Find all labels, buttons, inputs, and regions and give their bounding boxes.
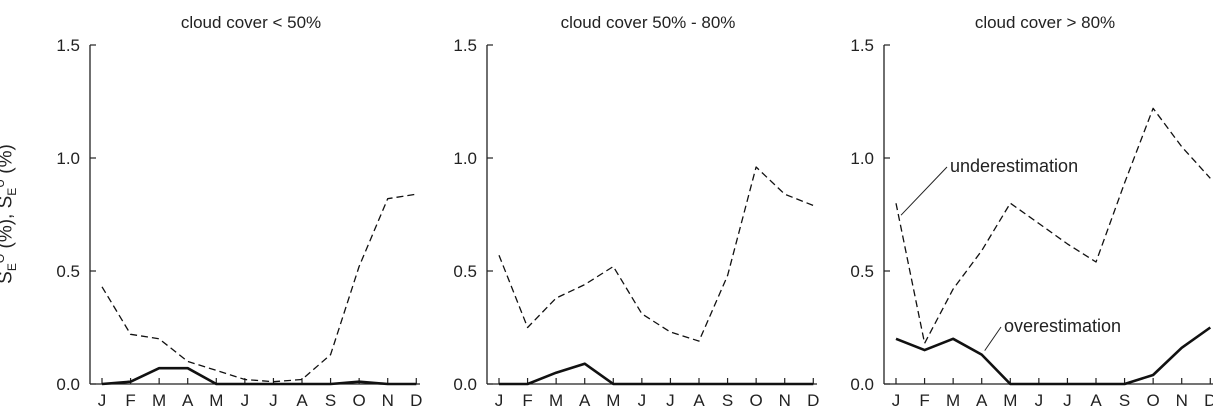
x-tick-label: A (1090, 391, 1102, 410)
y-tick-label: 0.0 (850, 375, 874, 394)
x-tick-label: J (269, 391, 278, 410)
data-point (612, 265, 614, 267)
x-tick-label: S (722, 391, 733, 410)
x-tick-label: A (296, 391, 308, 410)
y-tick-label: 0.5 (453, 262, 477, 281)
panel-title: cloud cover 50% - 80% (561, 13, 736, 32)
y-tick-label: 1.0 (56, 149, 80, 168)
y-tick-label: 1.0 (850, 149, 874, 168)
x-tick-label: A (182, 391, 194, 410)
panel-title: cloud cover > 80% (975, 13, 1115, 32)
annotation-label: overestimation (1004, 316, 1121, 336)
data-point (415, 193, 417, 195)
x-tick-label: S (325, 391, 336, 410)
y-axis-label: SEO (%), SEU (%) (0, 144, 20, 284)
x-tick-label: F (125, 391, 135, 410)
x-tick-label: M (152, 391, 166, 410)
x-tick-label: M (549, 391, 563, 410)
x-tick-label: N (382, 391, 394, 410)
x-tick-label: N (779, 391, 791, 410)
solid-series-line (499, 362, 814, 386)
annotation-leader (984, 326, 1002, 351)
data-point (555, 297, 557, 299)
x-tick-label: O (1147, 391, 1160, 410)
x-tick-label: O (353, 391, 366, 410)
x-tick-label: J (666, 391, 675, 410)
y-tick-label: 1.5 (56, 36, 80, 55)
x-tick-label: J (892, 391, 901, 410)
x-tick-label: S (1119, 391, 1130, 410)
x-tick-label: A (693, 391, 705, 410)
x-tick-label: J (1063, 391, 1072, 410)
x-tick-label: D (1204, 391, 1213, 410)
y-tick-label: 1.0 (453, 149, 477, 168)
data-point (641, 313, 643, 315)
x-tick-label: J (98, 391, 107, 410)
y-tick-label: 1.5 (453, 36, 477, 55)
x-tick-label: J (638, 391, 647, 410)
y-tick-label: 1.5 (850, 36, 874, 55)
x-tick-label: F (919, 391, 929, 410)
x-tick-label: A (976, 391, 988, 410)
x-tick-label: M (209, 391, 223, 410)
solid-series-line (895, 326, 1212, 386)
y-tick-label: 0.0 (56, 375, 80, 394)
x-tick-label: N (1176, 391, 1188, 410)
x-tick-label: M (606, 391, 620, 410)
x-tick-label: A (579, 391, 591, 410)
x-tick-label: J (495, 391, 504, 410)
annotation-label: underestimation (950, 156, 1078, 176)
y-tick-label: 0.5 (56, 262, 80, 281)
x-tick-label: J (1035, 391, 1044, 410)
solid-series-line (101, 366, 417, 386)
panel-title: cloud cover < 50% (181, 13, 321, 32)
dashed-series-line (895, 107, 1211, 344)
x-tick-label: M (1003, 391, 1017, 410)
y-tick-label: 0.5 (850, 262, 874, 281)
x-tick-label: O (750, 391, 763, 410)
dashed-series-line (498, 166, 814, 342)
annotation-leader (900, 166, 948, 216)
y-tick-label: 0.0 (453, 375, 477, 394)
x-tick-label: D (807, 391, 819, 410)
x-tick-label: J (241, 391, 250, 410)
data-point (669, 331, 671, 333)
x-tick-label: D (410, 391, 422, 410)
x-tick-label: F (522, 391, 532, 410)
dashed-series-line (101, 193, 417, 383)
x-tick-label: M (946, 391, 960, 410)
data-point (784, 193, 786, 195)
